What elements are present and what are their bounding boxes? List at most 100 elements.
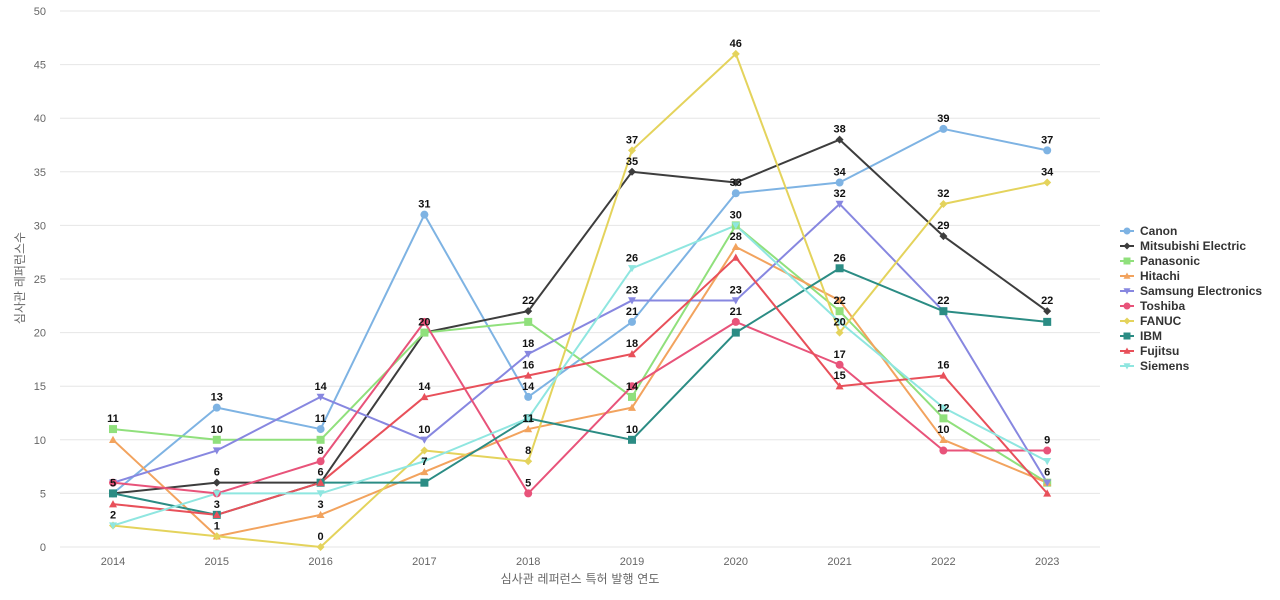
- series-line-panasonic: [112, 224, 1048, 484]
- data-label: 10: [211, 424, 223, 436]
- point-samsung-electronics: [316, 393, 325, 401]
- point-hitachi: [524, 425, 533, 433]
- data-label: 11: [522, 413, 534, 425]
- y-tick-label: 25: [34, 274, 46, 286]
- point-siemens: [420, 458, 429, 466]
- point-toshiba: [835, 360, 844, 369]
- legend-item-samsung-electronics[interactable]: Samsung Electronics: [1120, 284, 1262, 298]
- point-panasonic: [109, 425, 117, 434]
- legend-label: IBM: [1140, 329, 1162, 343]
- series-markers: [109, 49, 1052, 551]
- series-line-siemens: [112, 224, 1048, 527]
- legend-label: Canon: [1140, 224, 1177, 238]
- legend-label: FANUC: [1140, 314, 1182, 328]
- legend-item-toshiba[interactable]: Toshiba: [1120, 299, 1185, 313]
- point-fanuc: [1043, 178, 1052, 187]
- data-label: 32: [937, 188, 949, 200]
- data-label: 21: [626, 306, 638, 318]
- point-toshiba: [524, 489, 533, 498]
- data-label: 10: [626, 424, 638, 436]
- data-label: 29: [937, 220, 949, 232]
- legend-item-fujitsu[interactable]: Fujitsu: [1120, 344, 1179, 358]
- data-label: 9: [1044, 435, 1050, 447]
- data-label: 6: [318, 467, 324, 479]
- y-tick-label: 5: [40, 488, 46, 500]
- point-fujitsu: [1043, 489, 1052, 497]
- point-panasonic: [939, 414, 948, 423]
- legend-item-fanuc[interactable]: FANUC: [1120, 314, 1182, 328]
- point-siemens: [731, 222, 740, 230]
- y-tick-label: 15: [34, 381, 46, 393]
- point-fujitsu: [939, 371, 948, 379]
- point-hitachi: [628, 403, 636, 411]
- point-hitachi: [731, 242, 740, 251]
- y-tick-label: 50: [34, 6, 46, 18]
- data-label: 22: [937, 295, 949, 307]
- legend-item-canon[interactable]: Canon: [1120, 224, 1177, 238]
- point-fanuc: [524, 457, 533, 466]
- data-label: 14: [522, 381, 535, 393]
- legend-marker-icon: [1123, 227, 1131, 235]
- series-line-samsung-electronics: [112, 202, 1049, 484]
- legend-item-panasonic[interactable]: Panasonic: [1120, 254, 1200, 268]
- legend-item-mitsubishi-electric[interactable]: Mitsubishi Electric: [1120, 239, 1246, 253]
- legend-item-hitachi[interactable]: Hitachi: [1120, 269, 1180, 283]
- point-fujitsu: [420, 392, 429, 401]
- point-ibm: [835, 264, 844, 273]
- legend-marker-icon: [1123, 272, 1131, 279]
- y-axis-ticks: 0 5 10 15 20 25 30 35 40 45 50: [34, 6, 46, 554]
- point-mitsubishi-electric: [939, 232, 948, 241]
- point-siemens: [835, 318, 844, 326]
- point-toshiba: [420, 317, 429, 326]
- point-toshiba: [1043, 446, 1052, 455]
- data-label: 33: [730, 177, 742, 189]
- legend-marker-icon: [1123, 288, 1131, 295]
- legend-marker-icon: [1123, 347, 1131, 354]
- x-tick-label: 2018: [516, 556, 540, 568]
- y-tick-label: 35: [34, 167, 46, 179]
- point-samsung-electronics: [731, 297, 740, 305]
- data-label: 13: [211, 392, 223, 404]
- point-toshiba: [939, 446, 948, 455]
- data-label: 10: [418, 424, 430, 436]
- point-hitachi: [109, 435, 117, 443]
- data-label: 18: [522, 338, 534, 350]
- data-label: 26: [833, 252, 845, 264]
- point-siemens: [109, 522, 117, 530]
- x-tick-label: 2015: [205, 556, 229, 568]
- x-tick-label: 2021: [827, 556, 851, 568]
- point-ibm: [939, 307, 948, 316]
- data-label: 37: [626, 134, 638, 146]
- data-label: 35: [626, 156, 638, 168]
- point-fujitsu: [628, 350, 636, 358]
- legend-item-ibm[interactable]: IBM: [1120, 329, 1162, 343]
- point-ibm: [420, 478, 429, 487]
- data-label: 21: [730, 306, 742, 318]
- point-siemens: [212, 490, 221, 498]
- legend-label: Toshiba: [1140, 299, 1185, 313]
- data-label: 17: [833, 349, 845, 361]
- point-siemens: [628, 265, 636, 273]
- legend-item-siemens[interactable]: Siemens: [1120, 359, 1190, 373]
- legend-label: Fujitsu: [1140, 344, 1179, 358]
- point-canon: [939, 124, 948, 133]
- point-samsung-electronics: [628, 297, 636, 305]
- point-samsung-electronics: [524, 350, 533, 359]
- point-fanuc: [939, 199, 948, 208]
- point-canon: [524, 392, 533, 401]
- point-fanuc: [420, 446, 429, 455]
- point-fanuc: [835, 328, 844, 337]
- point-canon: [316, 425, 325, 434]
- data-label: 12: [937, 402, 949, 414]
- point-mitsubishi-electric: [731, 178, 740, 187]
- y-tick-label: 10: [34, 435, 46, 447]
- point-panasonic: [835, 307, 844, 316]
- y-axis-title: 심사관 레퍼런스수: [13, 232, 27, 324]
- x-tick-label: 2020: [724, 556, 748, 568]
- legend-marker-icon: [1123, 317, 1131, 325]
- legend-label: Mitsubishi Electric: [1140, 239, 1246, 253]
- point-fanuc: [731, 49, 740, 58]
- data-label: 11: [315, 413, 327, 425]
- legend-marker-icon: [1123, 242, 1131, 250]
